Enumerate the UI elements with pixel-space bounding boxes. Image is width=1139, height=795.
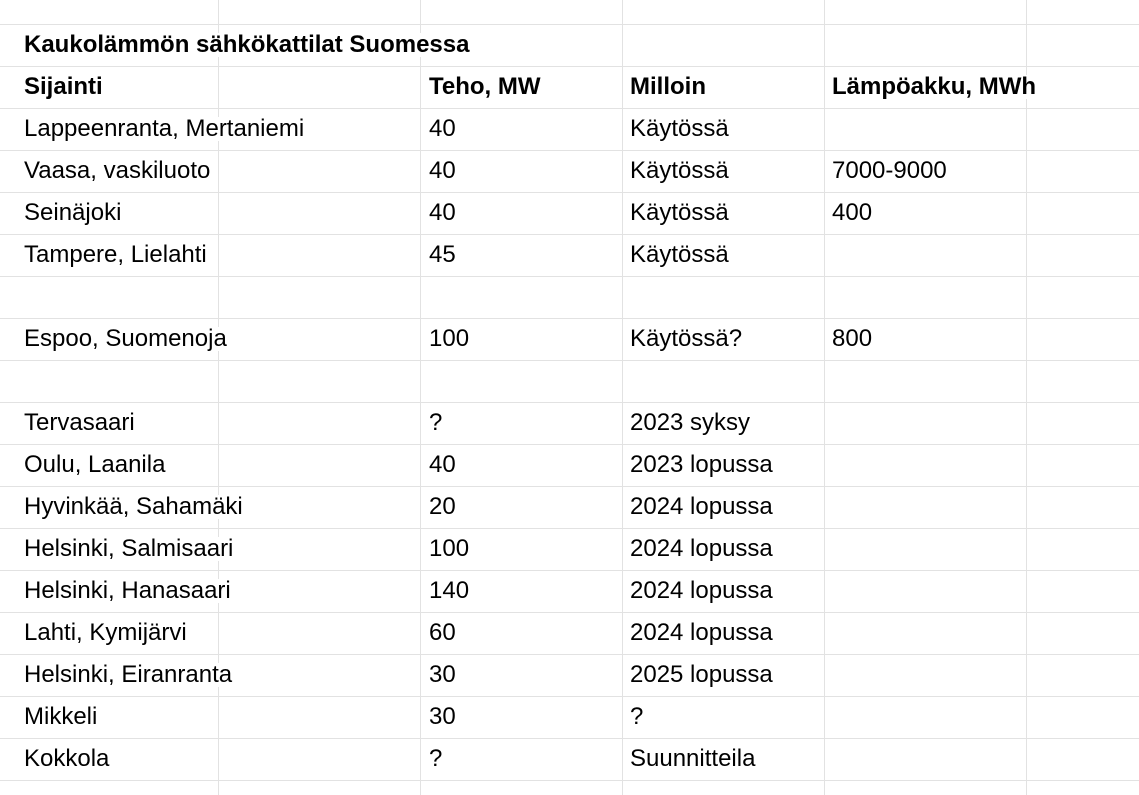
cell-sijainti[interactable]: Tampere, Lielahti bbox=[24, 243, 211, 267]
cell-sijainti[interactable]: Helsinki, Hanasaari bbox=[24, 579, 235, 603]
cell-milloin[interactable]: Käytössä bbox=[630, 201, 733, 225]
cell-milloin[interactable]: ? bbox=[630, 705, 648, 729]
row-gridline bbox=[0, 654, 1139, 655]
cell-milloin[interactable]: 2024 lopussa bbox=[630, 495, 777, 519]
row-gridline bbox=[0, 66, 1139, 67]
cell-sijainti[interactable]: Kokkola bbox=[24, 747, 114, 771]
cell-teho[interactable]: ? bbox=[429, 411, 447, 435]
header-milloin[interactable]: Milloin bbox=[630, 75, 710, 99]
row-gridline bbox=[0, 402, 1139, 403]
cell-teho[interactable]: 30 bbox=[429, 705, 460, 729]
cell-teho[interactable]: 45 bbox=[429, 243, 460, 267]
cell-teho[interactable]: 40 bbox=[429, 453, 460, 477]
cell-teho[interactable]: 30 bbox=[429, 663, 460, 687]
header-lampoakku[interactable]: Lämpöakku, MWh bbox=[832, 75, 1041, 99]
cell-sijainti[interactable]: Espoo, Suomenoja bbox=[24, 327, 231, 351]
row-gridline bbox=[0, 486, 1139, 487]
column-gridline bbox=[218, 0, 219, 795]
cell-lampoakku[interactable]: 7000-9000 bbox=[832, 159, 951, 183]
cell-milloin[interactable]: 2023 lopussa bbox=[630, 453, 777, 477]
header-teho[interactable]: Teho, MW bbox=[429, 75, 545, 99]
cell-teho[interactable]: 140 bbox=[429, 579, 474, 603]
header-sijainti[interactable]: Sijainti bbox=[24, 75, 107, 99]
column-gridline bbox=[622, 0, 623, 795]
row-gridline bbox=[0, 318, 1139, 319]
cell-milloin[interactable]: Käytössä bbox=[630, 159, 733, 183]
cell-sijainti[interactable]: Lappeenranta, Mertaniemi bbox=[24, 117, 309, 141]
cell-teho[interactable]: 20 bbox=[429, 495, 460, 519]
cell-sijainti[interactable]: Oulu, Laanila bbox=[24, 453, 170, 477]
cell-milloin[interactable]: 2023 syksy bbox=[630, 411, 755, 435]
cell-milloin[interactable]: 2024 lopussa bbox=[630, 537, 777, 561]
cell-sijainti[interactable]: Helsinki, Eiranranta bbox=[24, 663, 237, 687]
row-gridline bbox=[0, 444, 1139, 445]
cell-teho[interactable]: 100 bbox=[429, 327, 474, 351]
cell-lampoakku[interactable]: 800 bbox=[832, 327, 877, 351]
cell-sijainti[interactable]: Mikkeli bbox=[24, 705, 102, 729]
row-gridline bbox=[0, 192, 1139, 193]
row-gridline bbox=[0, 276, 1139, 277]
cell-sijainti[interactable]: Helsinki, Salmisaari bbox=[24, 537, 238, 561]
cell-teho[interactable]: 40 bbox=[429, 159, 460, 183]
row-gridline bbox=[0, 360, 1139, 361]
row-gridline bbox=[0, 612, 1139, 613]
cell-milloin[interactable]: Suunnitteila bbox=[630, 747, 760, 771]
column-gridline bbox=[420, 0, 421, 795]
cell-milloin[interactable]: 2024 lopussa bbox=[630, 579, 777, 603]
cell-teho[interactable]: 60 bbox=[429, 621, 460, 645]
cell-sijainti[interactable]: Vaasa, vaskiluoto bbox=[24, 159, 215, 183]
cell-teho[interactable]: 40 bbox=[429, 117, 460, 141]
row-gridline bbox=[0, 24, 1139, 25]
row-gridline bbox=[0, 108, 1139, 109]
cell-milloin[interactable]: Käytössä? bbox=[630, 327, 747, 351]
column-gridline bbox=[824, 0, 825, 795]
cell-milloin[interactable]: 2024 lopussa bbox=[630, 621, 777, 645]
cell-sijainti[interactable]: Tervasaari bbox=[24, 411, 139, 435]
column-gridline bbox=[1026, 0, 1027, 795]
cell-sijainti[interactable]: Hyvinkää, Sahamäki bbox=[24, 495, 247, 519]
row-gridline bbox=[0, 696, 1139, 697]
cell-teho[interactable]: 100 bbox=[429, 537, 474, 561]
row-gridline bbox=[0, 528, 1139, 529]
cell-lampoakku[interactable]: 400 bbox=[832, 201, 877, 225]
sheet-title[interactable]: Kaukolämmön sähkökattilat Suomessa bbox=[24, 33, 474, 57]
cell-teho[interactable]: 40 bbox=[429, 201, 460, 225]
cell-teho[interactable]: ? bbox=[429, 747, 447, 771]
cell-sijainti[interactable]: Seinäjoki bbox=[24, 201, 126, 225]
row-gridline bbox=[0, 738, 1139, 739]
cell-milloin[interactable]: 2025 lopussa bbox=[630, 663, 777, 687]
row-gridline bbox=[0, 150, 1139, 151]
cell-milloin[interactable]: Käytössä bbox=[630, 117, 733, 141]
row-gridline bbox=[0, 780, 1139, 781]
cell-sijainti[interactable]: Lahti, Kymijärvi bbox=[24, 621, 191, 645]
row-gridline bbox=[0, 234, 1139, 235]
cell-milloin[interactable]: Käytössä bbox=[630, 243, 733, 267]
row-gridline bbox=[0, 570, 1139, 571]
